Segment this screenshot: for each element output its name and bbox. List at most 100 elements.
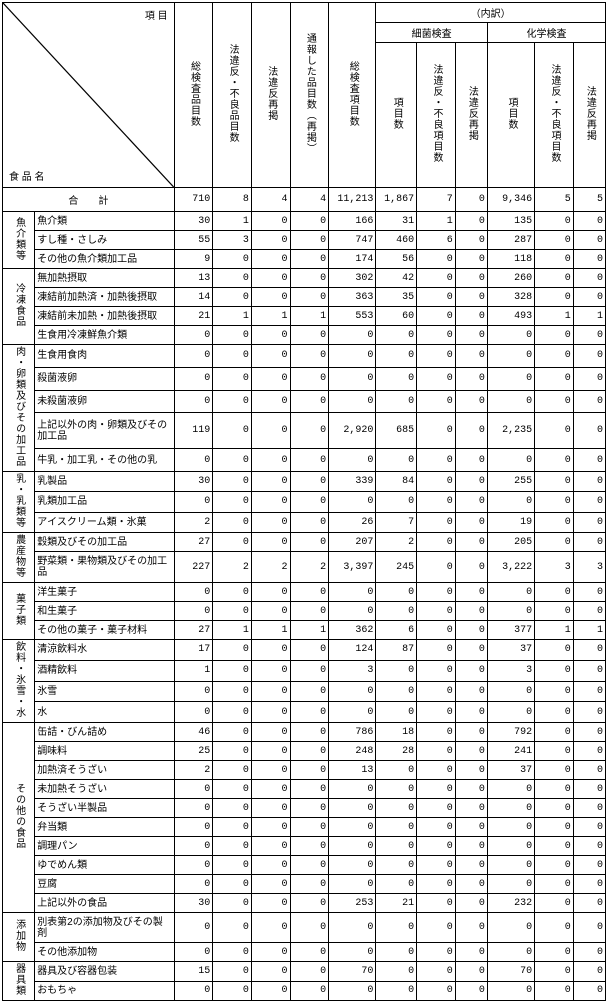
data-cell: 0 (251, 943, 290, 962)
item-name: 缶詰・びん詰め (35, 723, 174, 742)
data-cell: 0 (417, 492, 456, 512)
data-cell: 2 (174, 761, 213, 780)
data-cell: 0 (455, 742, 487, 761)
data-cell: 0 (417, 780, 456, 799)
data-cell: 0 (251, 583, 290, 602)
data-cell: 56 (376, 250, 417, 269)
item-name: 洋生菓子 (35, 583, 174, 602)
data-cell: 0 (290, 512, 329, 532)
data-cell: 363 (329, 288, 376, 307)
data-cell: 0 (417, 307, 456, 326)
col-header: 法違反・不良項目数 (535, 43, 574, 188)
data-cell: 27 (174, 533, 213, 552)
data-cell: 0 (455, 837, 487, 856)
item-name: 未加熱そうざい (35, 780, 174, 799)
data-cell: 0 (455, 943, 487, 962)
col-header: 法違反・不良項目数 (417, 43, 456, 188)
data-cell: 25 (174, 742, 213, 761)
data-cell: 0 (376, 856, 417, 875)
data-cell: 0 (290, 492, 329, 512)
item-name: 生食用食肉 (35, 345, 174, 368)
data-cell: 0 (417, 583, 456, 602)
data-cell: 0 (213, 512, 252, 532)
data-cell: 0 (417, 723, 456, 742)
data-cell: 207 (329, 533, 376, 552)
data-cell: 0 (455, 533, 487, 552)
data-cell: 0 (290, 269, 329, 288)
data-cell: 9 (174, 250, 213, 269)
data-cell: 0 (455, 212, 487, 231)
data-cell: 0 (376, 492, 417, 512)
data-cell: 0 (573, 231, 605, 250)
data-cell: 0 (213, 761, 252, 780)
col-header: 通報した品目数（再掲） (290, 3, 329, 188)
data-cell: 28 (376, 742, 417, 761)
item-name: 上記以外の食品 (35, 894, 174, 913)
category-name: 冷凍食品 (3, 269, 35, 345)
data-cell: 0 (417, 761, 456, 780)
data-cell: 0 (290, 856, 329, 875)
data-cell: 0 (213, 818, 252, 837)
data-cell: 0 (573, 981, 605, 1001)
data-cell: 0 (455, 512, 487, 532)
data-cell: 21 (376, 894, 417, 913)
category-name: 器具類 (3, 962, 35, 1001)
data-cell: 18 (376, 723, 417, 742)
data-cell: 0 (329, 875, 376, 894)
data-cell: 0 (213, 962, 252, 982)
data-cell: 0 (213, 288, 252, 307)
data-cell: 7 (376, 512, 417, 532)
data-cell: 0 (174, 837, 213, 856)
data-cell: 0 (213, 723, 252, 742)
data-cell: 0 (251, 660, 290, 681)
data-cell: 255 (487, 472, 534, 492)
data-cell: 0 (329, 492, 376, 512)
data-cell: 46 (174, 723, 213, 742)
data-cell: 0 (535, 413, 574, 449)
data-cell: 0 (290, 660, 329, 681)
data-cell: 0 (290, 367, 329, 390)
item-name: 乳類加工品 (35, 492, 174, 512)
data-cell: 0 (329, 681, 376, 702)
data-cell: 0 (251, 269, 290, 288)
data-cell: 0 (455, 472, 487, 492)
data-cell: 174 (329, 250, 376, 269)
data-cell: 0 (290, 962, 329, 982)
data-cell: 0 (329, 449, 376, 472)
item-name: 乳製品 (35, 472, 174, 492)
data-cell: 0 (251, 390, 290, 413)
data-cell: 166 (329, 212, 376, 231)
data-cell: 0 (455, 621, 487, 640)
chem-header: 化学検査 (487, 23, 605, 43)
data-cell: 0 (417, 288, 456, 307)
data-cell: 0 (573, 962, 605, 982)
data-cell: 0 (573, 345, 605, 368)
data-cell: 0 (573, 660, 605, 681)
data-cell: 37 (487, 640, 534, 661)
data-cell: 0 (417, 602, 456, 621)
data-cell: 377 (487, 621, 534, 640)
data-cell: 0 (213, 702, 252, 723)
item-name: おもちゃ (35, 981, 174, 1001)
data-cell: 0 (573, 269, 605, 288)
data-cell: 0 (455, 231, 487, 250)
data-cell: 0 (376, 913, 417, 943)
data-cell: 30 (174, 212, 213, 231)
data-cell: 0 (487, 799, 534, 818)
data-cell: 0 (213, 681, 252, 702)
data-cell: 0 (213, 981, 252, 1001)
data-cell: 0 (417, 660, 456, 681)
data-cell: 0 (251, 799, 290, 818)
data-cell: 0 (174, 702, 213, 723)
data-cell: 0 (174, 602, 213, 621)
data-cell: 0 (535, 913, 574, 943)
data-cell: 0 (329, 602, 376, 621)
data-cell: 1 (213, 621, 252, 640)
data-cell: 0 (376, 943, 417, 962)
data-cell: 0 (455, 345, 487, 368)
data-cell: 0 (417, 875, 456, 894)
data-cell: 0 (535, 390, 574, 413)
data-cell: 553 (329, 307, 376, 326)
data-cell: 0 (251, 231, 290, 250)
data-cell: 0 (573, 533, 605, 552)
